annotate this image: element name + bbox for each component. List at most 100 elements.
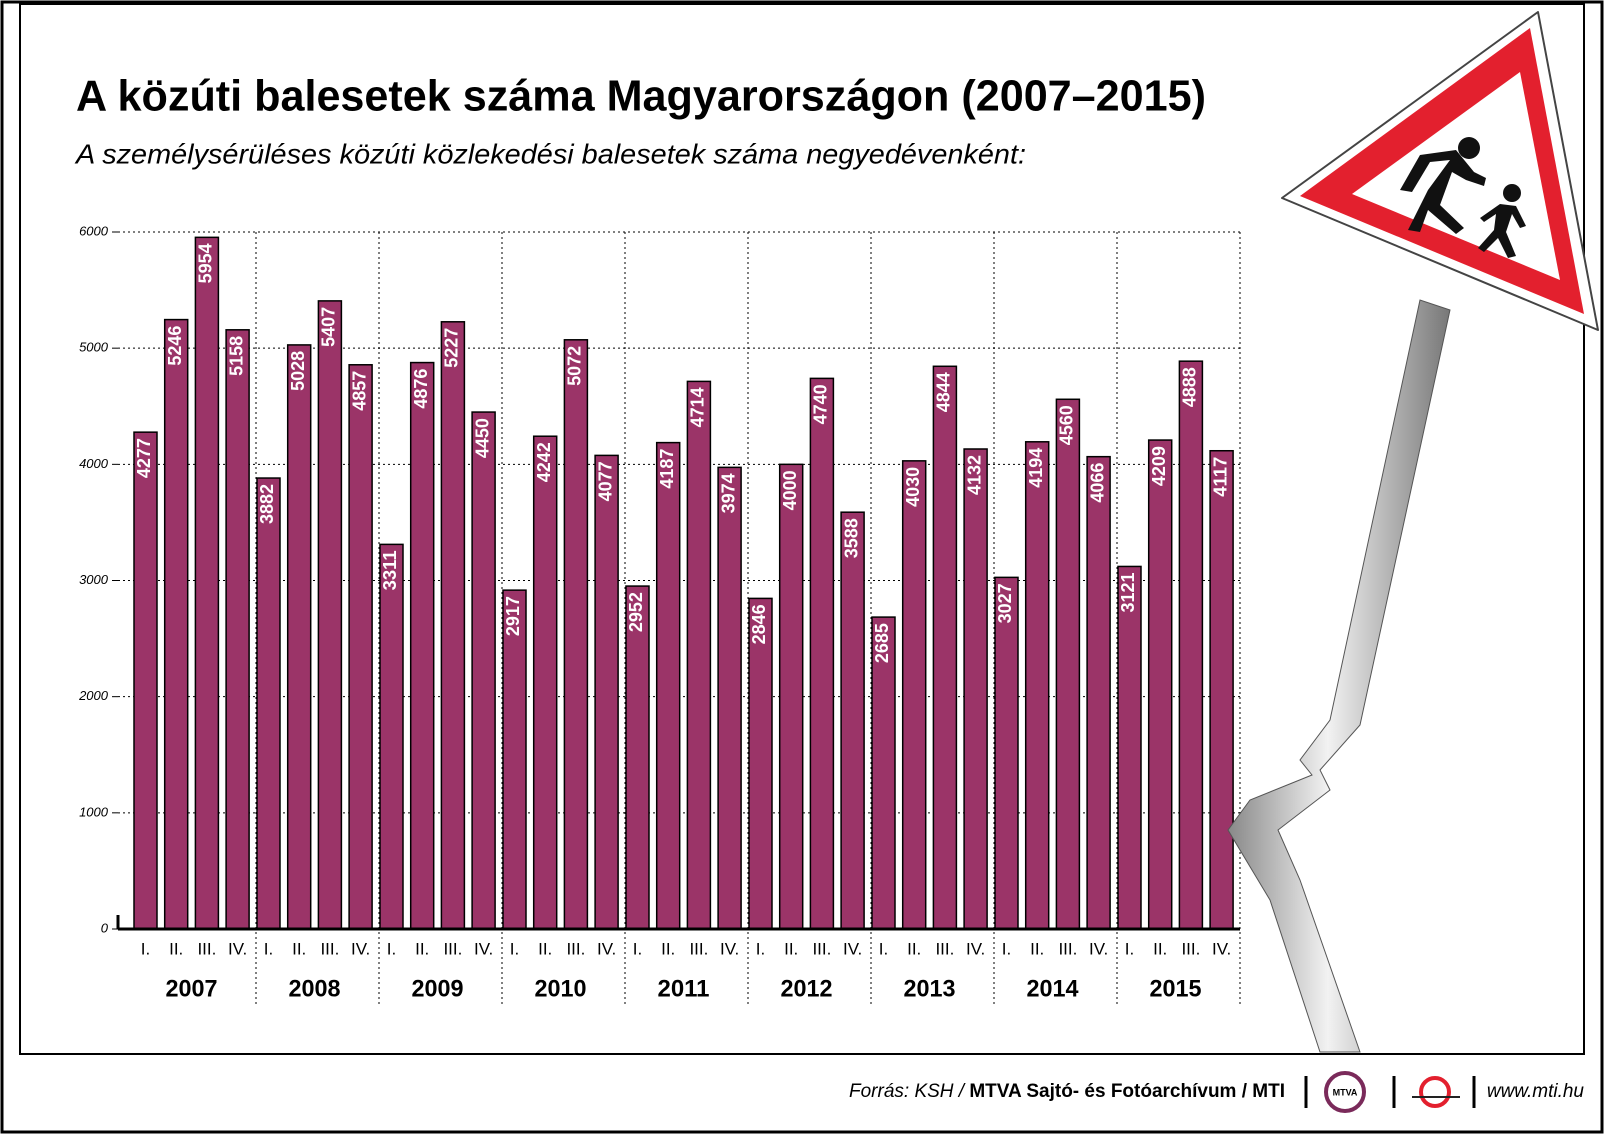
bar — [686, 380, 712, 930]
x-tick-label: III. — [566, 939, 585, 958]
bar — [1086, 455, 1111, 930]
value-label: 2685 — [872, 623, 892, 663]
sign-pole — [1227, 299, 1451, 1053]
value-label: 4117 — [1210, 457, 1230, 497]
x-tick-label: IV. — [843, 939, 862, 958]
value-label: 4132 — [964, 455, 984, 495]
year-label: 2014 — [1027, 975, 1080, 1002]
bar — [748, 597, 773, 930]
x-tick-label: III. — [1058, 939, 1077, 958]
bar — [194, 236, 220, 930]
value-label: 4187 — [657, 449, 677, 489]
bar — [809, 377, 835, 930]
bar — [717, 466, 742, 930]
bar — [286, 344, 312, 930]
bar — [625, 585, 650, 930]
x-tick-label: IV. — [351, 939, 370, 958]
y-tick-label: 6000 — [79, 223, 109, 238]
bar — [379, 543, 404, 930]
year-label: 2010 — [535, 975, 587, 1002]
value-label: 4888 — [1180, 367, 1200, 407]
bar — [163, 318, 189, 930]
value-label: 4876 — [411, 369, 431, 409]
year-label: 2015 — [1150, 975, 1202, 1002]
bar — [778, 463, 804, 930]
bar — [1147, 439, 1173, 930]
x-tick-label: IV. — [597, 939, 616, 958]
logo-circle — [1324, 1071, 1366, 1113]
value-label: 4857 — [349, 371, 369, 411]
x-tick-label: II. — [292, 939, 306, 958]
value-label: 4450 — [472, 418, 492, 458]
value-label: 5072 — [565, 346, 585, 386]
value-label: 3311 — [380, 550, 400, 590]
x-tick-label: I. — [387, 939, 396, 958]
x-tick-label: I. — [633, 939, 642, 958]
value-label: 4209 — [1149, 446, 1169, 486]
bar — [256, 477, 281, 930]
value-label: 4030 — [903, 467, 923, 507]
value-label: 4066 — [1087, 463, 1107, 503]
bar — [963, 448, 988, 930]
x-tick-label: I. — [141, 939, 150, 958]
x-tick-label: IV. — [474, 939, 493, 958]
bar — [133, 431, 158, 930]
bar — [594, 454, 619, 930]
year-label: 2012 — [781, 975, 833, 1002]
x-tick-label: II. — [1153, 939, 1167, 958]
value-label: 4560 — [1057, 405, 1077, 445]
value-label: 4714 — [688, 387, 708, 427]
x-tick-label: II. — [661, 939, 675, 958]
x-tick-label: I. — [1125, 939, 1134, 958]
chart-subtitle: A személysérüléses közúti közlekedési ba… — [74, 138, 1026, 169]
plot: 0 1000 2000 3000 4000 5000 6000 2007 2008 2009 201… — [78, 223, 1241, 1005]
value-label: 5954 — [196, 243, 216, 283]
y-tick-label: 4000 — [79, 456, 109, 471]
bar — [440, 321, 466, 930]
x-tick-label: II. — [415, 939, 429, 958]
bar — [563, 339, 589, 930]
value-label: 5227 — [442, 328, 462, 368]
year-label: 2009 — [412, 975, 464, 1002]
value-label: 3882 — [257, 484, 277, 524]
value-label: 3974 — [718, 473, 738, 513]
x-tick-label: III. — [812, 939, 831, 958]
value-label: 2917 — [503, 596, 523, 636]
value-label: 4077 — [595, 461, 615, 501]
x-tick-label: I. — [264, 939, 273, 958]
x-tick-label: II. — [538, 939, 552, 958]
bar — [409, 361, 435, 930]
bar — [932, 365, 958, 930]
bar — [840, 511, 865, 930]
value-label: 5158 — [226, 336, 246, 376]
x-tick-label: I. — [756, 939, 765, 958]
x-tick-label: III. — [1181, 939, 1200, 958]
bar — [532, 435, 558, 930]
sign-figures — [1400, 137, 1526, 258]
y-tick-label: 0 — [101, 920, 109, 935]
bar — [225, 329, 250, 930]
x-tick-label: III. — [689, 939, 708, 958]
bar — [502, 589, 527, 930]
bar — [1117, 565, 1142, 930]
road-sign — [1227, 11, 1599, 1053]
bar — [994, 576, 1019, 930]
value-label: 4844 — [934, 372, 954, 412]
bar — [655, 441, 681, 930]
year-label: 2013 — [904, 975, 956, 1002]
x-tick-label: II. — [907, 939, 921, 958]
logo-text: MTVA — [1333, 1087, 1358, 1097]
x-tick-label: III. — [320, 939, 339, 958]
x-tick-label: III. — [935, 939, 954, 958]
x-tick-label: II. — [784, 939, 798, 958]
y-tick-label: 1000 — [79, 804, 109, 819]
inner-frame — [19, 3, 1585, 1055]
bar — [1178, 360, 1204, 930]
x-tick-label: IV. — [228, 939, 247, 958]
value-label: 5407 — [319, 307, 339, 347]
x-tick-label: I. — [510, 939, 519, 958]
y-tick-label: 2000 — [78, 688, 109, 703]
value-label: 2952 — [626, 592, 646, 632]
url: www.mti.hu — [1487, 1081, 1585, 1102]
